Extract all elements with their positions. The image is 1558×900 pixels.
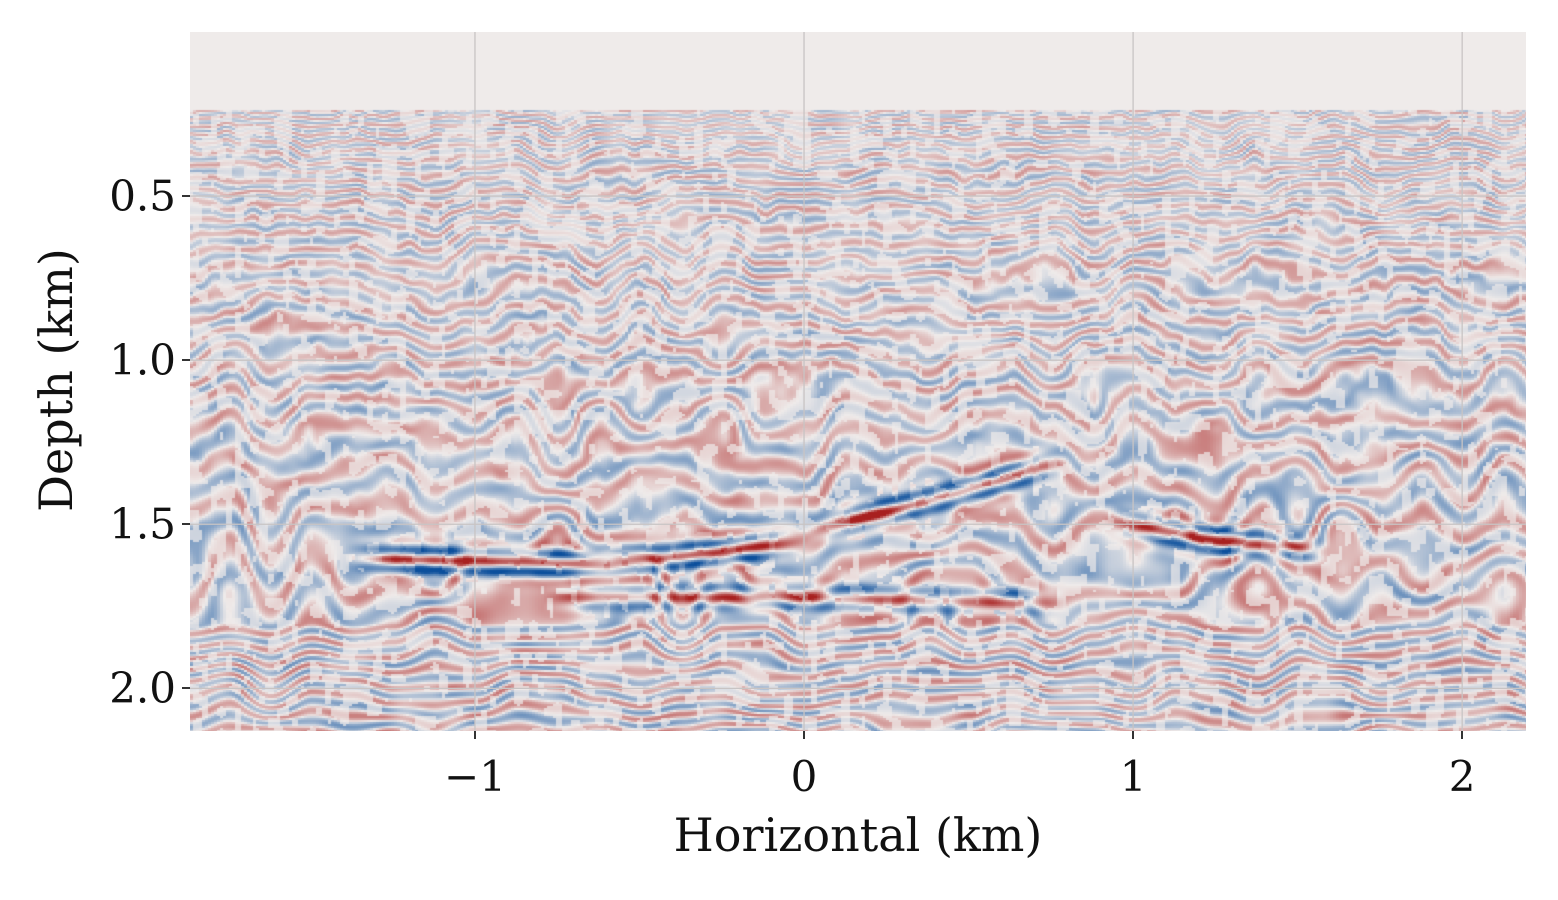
x-tick-label: 1	[1119, 752, 1147, 801]
x-tick-mark	[1461, 731, 1464, 739]
y-tick-mark	[182, 359, 190, 362]
y-tick-mark	[182, 523, 190, 526]
x-tick-mark	[803, 731, 806, 739]
y-tick-label: 1.5	[109, 499, 176, 549]
seismic-image	[190, 32, 1526, 731]
y-tick-mark	[182, 195, 190, 198]
x-tick-mark	[473, 731, 476, 739]
x-tick-label: 0	[790, 752, 818, 801]
x-tick-label: 2	[1448, 752, 1476, 801]
grid-lines	[190, 32, 1526, 731]
y-tick-label: 0.5	[109, 171, 176, 221]
y-tick-mark	[182, 687, 190, 690]
y-axis-label: Depth (km)	[29, 248, 83, 512]
y-tick-label: 2.0	[109, 663, 176, 713]
x-tick-mark	[1132, 731, 1135, 739]
x-tick-label: −1	[444, 752, 506, 801]
x-axis-label: Horizontal (km)	[673, 808, 1043, 862]
y-tick-label: 1.0	[109, 335, 176, 385]
plot-area	[190, 32, 1526, 731]
